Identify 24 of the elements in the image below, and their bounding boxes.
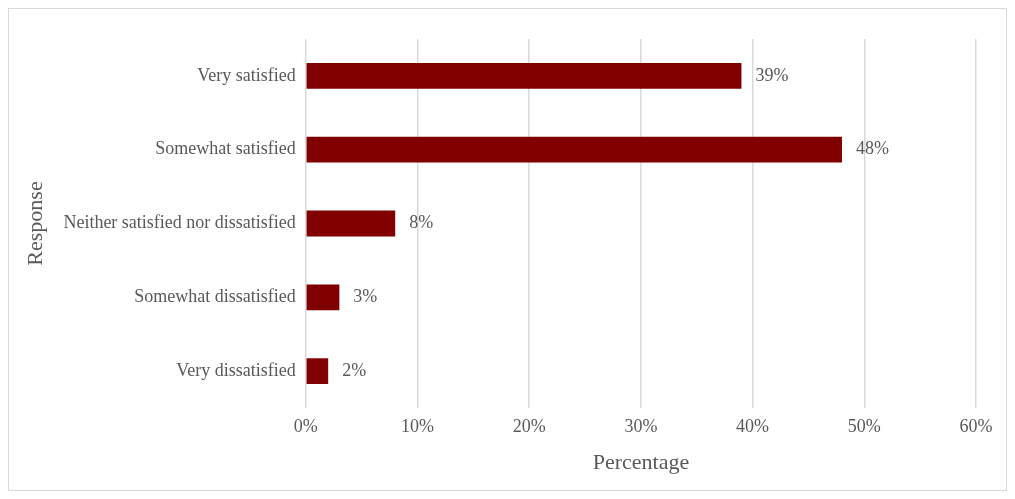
data-label: 48%: [855, 138, 889, 159]
x-axis-title: Percentage: [592, 448, 690, 474]
y-tick-label: Somewhat dissatisfied: [134, 286, 296, 307]
x-tick-label: 10%: [401, 415, 435, 436]
y-tick-label: Very dissatisfied: [176, 359, 296, 380]
y-tick-label: Very satisfied: [197, 64, 296, 85]
x-tick-label: 60%: [959, 415, 993, 436]
x-tick-label: 0%: [293, 415, 318, 436]
bar: [306, 358, 329, 385]
bar: [306, 62, 742, 89]
y-axis-title: Response: [21, 181, 47, 266]
bar: [306, 136, 842, 163]
data-label: 2%: [342, 359, 367, 380]
y-tick-label: Neither satisfied nor dissatisfied: [63, 212, 296, 233]
bar: [306, 210, 396, 237]
x-tick-label: 40%: [736, 415, 770, 436]
data-label: 39%: [755, 64, 789, 85]
x-tick-label: 20%: [512, 415, 546, 436]
y-tick-label: Somewhat satisfied: [155, 138, 296, 159]
data-label: 8%: [409, 212, 434, 233]
x-tick-label: 50%: [847, 415, 881, 436]
x-tick-label: 30%: [624, 415, 658, 436]
bar: [306, 284, 340, 311]
data-label: 3%: [353, 286, 378, 307]
